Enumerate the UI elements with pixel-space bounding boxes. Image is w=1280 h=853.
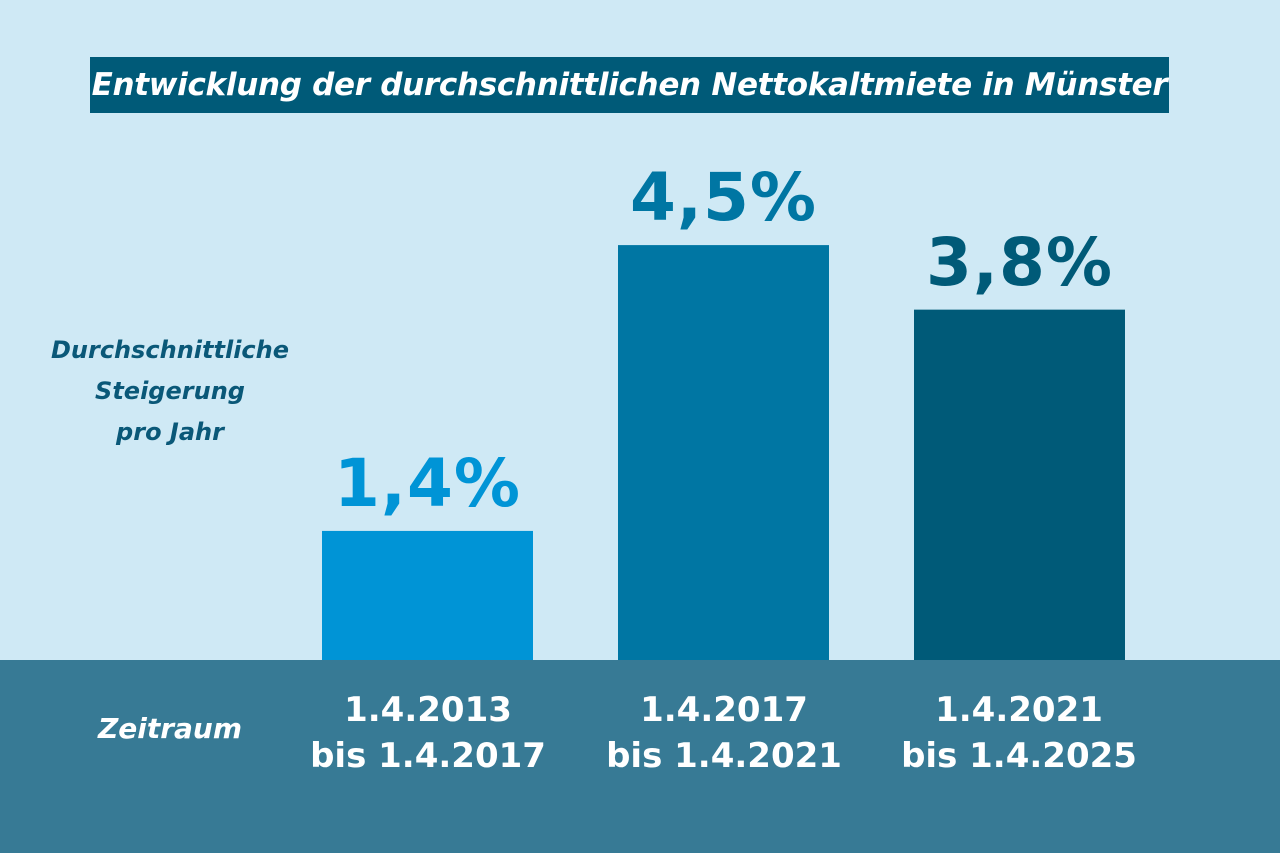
x-tick-label-line: 1.4.2021 [935, 690, 1103, 730]
bars-group [322, 245, 1125, 660]
y-axis-label: Durchschnittliche Steigerung pro Jahr [20, 330, 320, 453]
x-tick-label-line: 1.4.2017 [640, 690, 808, 730]
x-tick-label-line: bis 1.4.2021 [606, 736, 842, 776]
x-tick-label: 1.4.2013 bis 1.4.2017 [298, 687, 558, 779]
chart-title: Entwicklung der durchschnittlichen Netto… [91, 67, 1168, 103]
x-tick-label-line: bis 1.4.2025 [901, 736, 1137, 776]
y-axis-label-line: Steigerung [95, 377, 245, 405]
bar [618, 245, 829, 660]
bar-value-label: 1,4% [333, 444, 522, 522]
bar [914, 309, 1125, 660]
y-axis-label-line: pro Jahr [116, 418, 224, 446]
bar-value-label: 4,5% [629, 159, 818, 237]
x-tick-label-line: bis 1.4.2017 [310, 736, 546, 776]
bar-value-label: 3,8% [925, 223, 1114, 301]
axis-band [0, 660, 1280, 853]
x-tick-label: 1.4.2017 bis 1.4.2021 [594, 687, 854, 779]
x-tick-label: 1.4.2021 bis 1.4.2025 [889, 687, 1149, 779]
x-tick-label-line: 1.4.2013 [344, 690, 512, 730]
x-axis-label: Zeitraum [97, 712, 243, 745]
bar [322, 530, 533, 660]
y-axis-label-line: Durchschnittliche [50, 336, 290, 364]
chart-title-box: Entwicklung der durchschnittlichen Netto… [90, 57, 1169, 113]
